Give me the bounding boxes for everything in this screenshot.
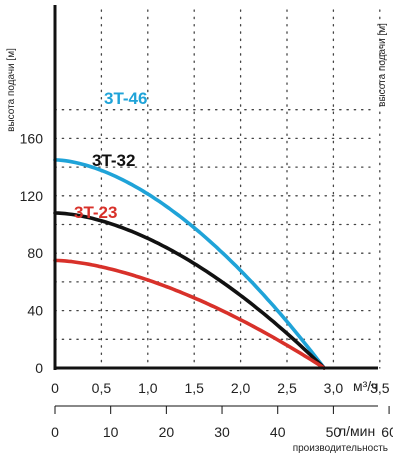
series-label: 3T-32 bbox=[92, 151, 135, 170]
series-label: 3T-23 bbox=[74, 203, 117, 222]
x-secondary-tick-label: 0 bbox=[51, 424, 59, 440]
y-tick-label: 40 bbox=[27, 303, 43, 319]
x-tick-label: 3,0 bbox=[324, 380, 344, 396]
y-tick-label: 0 bbox=[35, 360, 43, 376]
y-tick-label: 80 bbox=[27, 245, 43, 261]
x-secondary-tick-label: 50 bbox=[326, 424, 342, 440]
x-secondary-tick-label: 30 bbox=[214, 424, 230, 440]
x-tick-label: 2,5 bbox=[277, 380, 297, 396]
x-secondary-tick-label: 20 bbox=[159, 424, 175, 440]
x-tick-label: 3,5 bbox=[370, 380, 390, 396]
series-line bbox=[53, 158, 326, 370]
x-tick-label: 0,5 bbox=[92, 380, 112, 396]
x-tick-labels-lmin: 0 10 20 30 40 50 60 bbox=[51, 424, 393, 440]
grid bbox=[54, 9, 381, 369]
series-labels: 3T-46 3T-32 3T-23 bbox=[74, 89, 147, 222]
y-tick-label: 160 bbox=[20, 130, 44, 146]
x-tick-labels-m3h: 0 0,5 1,0 1,5 2,0 2,5 3,0 3,5 bbox=[51, 380, 390, 396]
series-line bbox=[53, 211, 326, 370]
x-axis-label: производительность bbox=[293, 443, 388, 453]
x-secondary-tick-label: 60 bbox=[381, 424, 393, 440]
x-tick-label: 1,5 bbox=[184, 380, 204, 396]
y-axis-label-right: высота подачи [м] bbox=[377, 23, 388, 107]
x-unit-lmin: л/мин bbox=[338, 423, 375, 439]
x-tick-label: 1,0 bbox=[138, 380, 158, 396]
series-label: 3T-46 bbox=[104, 89, 147, 108]
y-tick-labels: 0 40 80 120 160 bbox=[20, 130, 44, 376]
axes bbox=[53, 5, 390, 414]
y-axis-label-left: высота подачи [м] bbox=[6, 48, 17, 132]
x-unit-m3h: м³/ч bbox=[353, 378, 378, 394]
x-secondary-tick-label: 40 bbox=[270, 424, 286, 440]
series-line bbox=[53, 258, 326, 370]
x-tick-label: 2,0 bbox=[231, 380, 251, 396]
x-secondary-tick-label: 10 bbox=[103, 424, 119, 440]
y-tick-label: 120 bbox=[20, 188, 44, 204]
x-tick-label: 0 bbox=[51, 380, 59, 396]
pump-curves bbox=[53, 158, 326, 370]
